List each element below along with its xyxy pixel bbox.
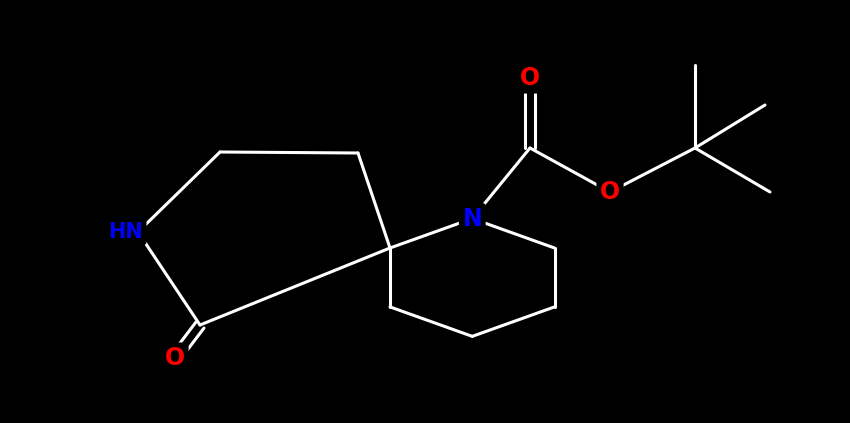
Text: HN: HN [109, 222, 144, 242]
Text: N: N [462, 206, 482, 231]
Text: O: O [600, 180, 620, 204]
Text: O: O [520, 66, 540, 90]
Text: O: O [165, 346, 185, 370]
